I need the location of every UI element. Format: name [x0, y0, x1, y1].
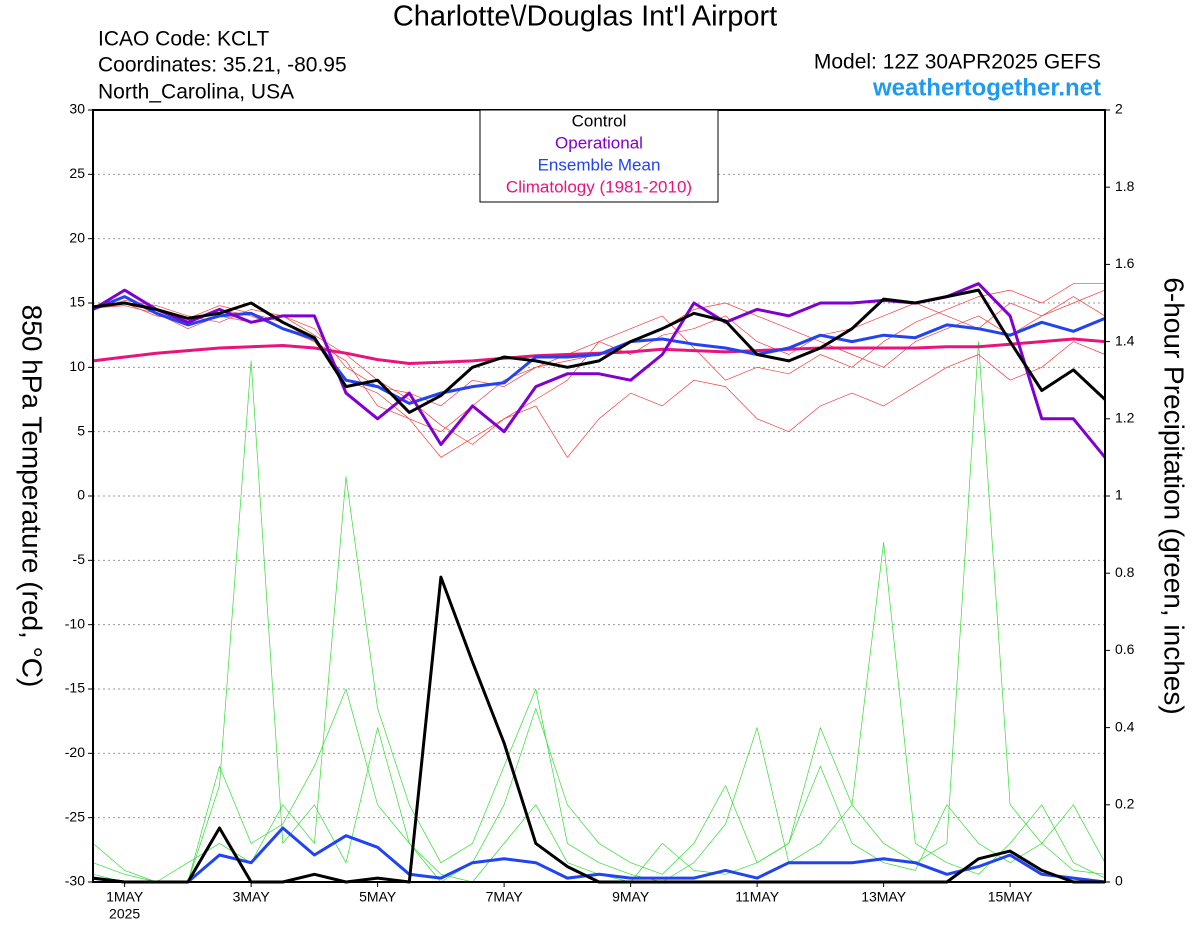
- y2-tick-label: 1.4: [1115, 332, 1135, 348]
- y2-tick-label: 1.6: [1115, 255, 1135, 271]
- y-tick-label: -5: [73, 551, 86, 567]
- y-tick-label: -25: [65, 808, 85, 824]
- y2-tick-label: 1: [1115, 487, 1123, 503]
- legend-label: Climatology (1981-2010): [506, 177, 692, 196]
- chart-title: Charlotte\/Douglas Int'l Airport: [393, 1, 777, 33]
- y2-tick-label: 0: [1115, 873, 1123, 889]
- y-tick-label: -10: [65, 615, 85, 631]
- y-tick-label: 15: [69, 294, 85, 310]
- y-tick-label: 20: [69, 229, 85, 245]
- y-tick-label: -30: [65, 873, 85, 889]
- member-line: [92, 826, 1106, 884]
- info-line: ICAO Code: KCLT: [98, 28, 269, 51]
- series-line: [92, 295, 1106, 405]
- x-tick-label: 9MAY: [612, 889, 650, 905]
- legend-label: Operational: [555, 133, 643, 152]
- y2-axis-label: 6-hour Precipitation (green, inches): [1159, 277, 1190, 714]
- model-info: Model: 12Z 30APR2025 GEFS: [814, 51, 1101, 74]
- member-line: [92, 575, 1105, 884]
- y2-tick-label: 1.2: [1115, 410, 1135, 426]
- x-tick-label: 1MAY: [106, 889, 144, 905]
- x-tick-label: 7MAY: [486, 889, 524, 905]
- member-line: [92, 283, 1105, 458]
- x-tick-label: 3MAY: [233, 889, 271, 905]
- y2-tick-label: 0.8: [1115, 564, 1135, 580]
- y-tick-label: 10: [69, 358, 85, 374]
- member-line: [92, 341, 1106, 883]
- site-name: weathertogether.net: [872, 74, 1101, 101]
- y-tick-label: -20: [65, 744, 85, 760]
- y2-tick-label: 1.8: [1115, 178, 1135, 194]
- y-tick-label: 5: [77, 422, 85, 438]
- member-line: [92, 476, 1106, 883]
- y-tick-label: -15: [65, 680, 85, 696]
- y2-tick-label: 0.6: [1115, 641, 1135, 657]
- y-tick-label: 30: [69, 101, 85, 117]
- y2-tick-label: 0.4: [1115, 718, 1135, 734]
- y-tick-label: 25: [69, 165, 85, 181]
- info-line: Coordinates: 35.21, -80.95: [98, 54, 347, 77]
- legend: Control Operational Ensemble Mean Climatolo…: [479, 109, 719, 203]
- x-tick-label: 15MAY: [988, 889, 1034, 905]
- legend-label: Ensemble Mean: [538, 155, 661, 174]
- legend-label: Control: [572, 111, 627, 130]
- y2-tick-label: 2: [1115, 101, 1123, 117]
- y2-tick-label: 0.2: [1115, 796, 1135, 812]
- y-axis-label: 850 hPa Temperature (red, °C): [17, 305, 48, 688]
- x-tick-sublabel: 2025: [109, 906, 140, 922]
- x-tick-label: 13MAY: [861, 889, 907, 905]
- member-line: [92, 305, 1106, 458]
- y-tick-label: 0: [77, 487, 85, 503]
- x-tick-label: 5MAY: [359, 889, 397, 905]
- member-line: [92, 360, 1106, 883]
- legend-box: [479, 109, 719, 203]
- series-line: [92, 288, 1107, 414]
- info-line: North_Carolina, USA: [98, 81, 294, 104]
- x-tick-label: 11MAY: [735, 889, 779, 905]
